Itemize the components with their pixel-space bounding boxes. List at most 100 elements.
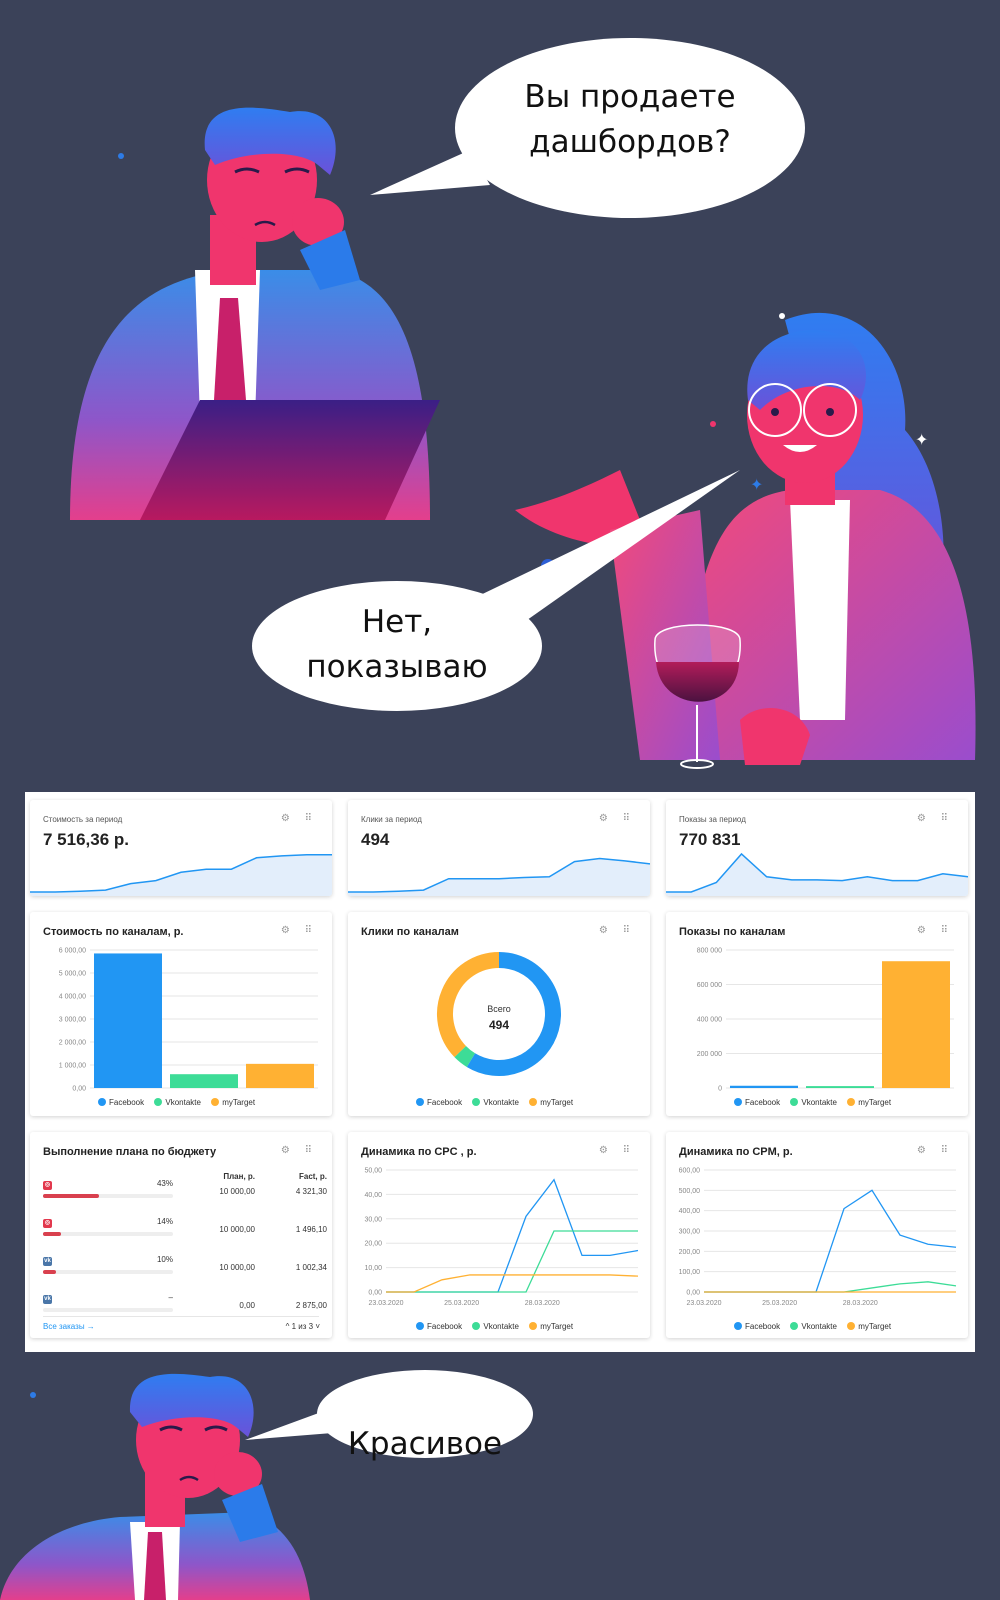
kpi-title: Показы за период — [679, 815, 746, 824]
sparkline-area — [348, 858, 650, 896]
y-tick-label: 20,00 — [364, 1241, 382, 1248]
col-fact-header: Fact, р. — [298, 1172, 327, 1181]
x-tick-label: 23.03.2020 — [686, 1300, 721, 1307]
legend-label: myTarget — [222, 1098, 256, 1107]
bubble-1-line-2: дашбордов? — [529, 123, 731, 160]
views-bar-chart: 0 200 000 400 000 600 000 800 000 — [697, 948, 954, 1092]
legend-label: myTarget — [858, 1098, 892, 1107]
series-line-vkontakte — [704, 1281, 957, 1293]
bubble-1-text: Вы продаете дашбордов? — [480, 75, 780, 165]
series-line-facebook — [704, 1189, 957, 1293]
sparkline — [666, 852, 968, 896]
chart-legend: Facebook Vkontakte myTarget — [726, 1098, 891, 1107]
y-tick-label: 400,00 — [679, 1208, 701, 1215]
y-tick-label: 6 000,00 — [59, 948, 86, 955]
budget-plan-card: Выполнение плана по бюджету ⚙ ⠿ План, р.… — [30, 1132, 332, 1338]
card-title: Показы по каналам — [679, 926, 786, 938]
legend-label: Facebook — [109, 1098, 145, 1107]
budget-plan: 10 000,00 — [219, 1225, 255, 1234]
card-menu-icons[interactable]: ⚙ ⠿ — [916, 813, 954, 824]
chart-legend: Facebook Vkontakte myTarget — [726, 1322, 891, 1331]
col-plan-header: План, р. — [223, 1172, 255, 1181]
card-menu-icons[interactable]: ⚙ ⠿ — [598, 925, 636, 936]
pagination[interactable]: ^ 1 из 3 ˅ — [285, 1322, 320, 1331]
budget-track — [43, 1194, 173, 1198]
card-menu-icons[interactable]: ⚙ ⠿ — [916, 1145, 954, 1156]
clicks-donut-chart — [437, 952, 561, 1076]
mytarget-icon: ◎ — [43, 1181, 52, 1190]
sparkline-area — [666, 854, 968, 896]
card-title: Стоимость по каналам, р. — [43, 926, 184, 938]
y-tick-label: 100,00 — [679, 1269, 701, 1276]
card-title: Динамика по CPM, р. — [679, 1146, 793, 1158]
card-title: Динамика по CPC , р. — [361, 1146, 477, 1158]
y-tick-label: 3 000,00 — [59, 1017, 86, 1024]
budget-fill — [43, 1232, 62, 1236]
legend-label: Vkontakte — [483, 1098, 519, 1107]
budget-fact: 1 002,34 — [295, 1263, 327, 1272]
legend-dot-facebook — [98, 1098, 106, 1106]
legend-label: myTarget — [540, 1322, 574, 1331]
x-tick-label: 28.03.2020 — [843, 1300, 878, 1307]
y-tick-label: 300,00 — [679, 1229, 701, 1236]
budget-row: vk – 0,00 2 875,00 — [43, 1293, 331, 1329]
y-tick-label: 0,00 — [368, 1290, 382, 1297]
card-menu-icons[interactable]: ⚙ ⠿ — [280, 1145, 318, 1156]
bottom-illustration — [0, 1370, 533, 1600]
kpi-title: Стоимость за период — [43, 815, 123, 824]
card-menu-icons[interactable]: ⚙ ⠿ — [916, 925, 954, 936]
legend-dot-mytarget — [847, 1322, 856, 1330]
legend-dot-facebook — [416, 1098, 424, 1106]
y-tick-label: 0,00 — [72, 1086, 86, 1093]
legend-label: Vkontakte — [165, 1098, 201, 1107]
speech-bubble-3 — [245, 1370, 533, 1458]
chart-legend: Facebook Vkontakte myTarget — [408, 1098, 573, 1107]
legend-label: Facebook — [745, 1322, 781, 1331]
speech-bubble-2 — [252, 470, 740, 711]
cpm-line-chart: 0,00 100,00 200,00 300,00 400,00 500,00 600,00… — [679, 1168, 957, 1307]
y-tick-label: 2 000,00 — [59, 1040, 86, 1047]
budget-track — [43, 1270, 173, 1274]
cpc-card: Динамика по CPC , р. ⚙ ⠿ 0,00 10,00 20,00 3… — [348, 1132, 650, 1338]
vk-icon: vk — [43, 1257, 52, 1266]
y-tick-label: 5 000,00 — [59, 971, 86, 978]
dashboard-screenshot: Стоимость за период 7 516,36 р. ⚙ ⠿ Клик… — [25, 792, 975, 1352]
legend-dot-vkontakte — [154, 1098, 163, 1106]
legend-dot-facebook — [734, 1322, 742, 1330]
sparkline-line — [30, 854, 332, 893]
budget-pct: 14% — [156, 1217, 173, 1226]
y-tick-label: 400 000 — [697, 1017, 722, 1024]
cost-bar-chart: 0,00 1 000,00 2 000,00 3 000,00 4 000,00 5 00… — [59, 948, 318, 1093]
card-menu-icons[interactable]: ⚙ ⠿ — [280, 813, 318, 824]
x-tick-label: 23.03.2020 — [368, 1300, 403, 1307]
budget-fill — [43, 1194, 99, 1198]
legend-dot-vkontakte — [790, 1098, 799, 1106]
donut-center-label: Всего — [487, 1004, 511, 1014]
card-menu-icons[interactable]: ⚙ ⠿ — [280, 925, 318, 936]
all-orders-link[interactable]: Все заказы → — [43, 1322, 95, 1331]
card-menu-icons[interactable]: ⚙ ⠿ — [598, 1145, 636, 1156]
legend-dot-vkontakte — [472, 1098, 481, 1106]
cost-by-channel-card: Стоимость по каналам, р. ⚙ ⠿ 0,00 1 000,0… — [30, 912, 332, 1116]
series-line-mytarget — [386, 1274, 639, 1293]
budget-fact: 1 496,10 — [295, 1225, 327, 1234]
budget-plan: 0,00 — [239, 1301, 255, 1310]
series-line-vkontakte — [386, 1230, 638, 1293]
bubble-3-text: Красивое — [347, 1426, 503, 1462]
bubble-2-text: Нет, показываю — [262, 600, 532, 690]
y-tick-label: 1 000,00 — [59, 1063, 86, 1070]
kpi-card-views: Показы за период 770 831 ⚙ ⠿ — [666, 800, 968, 896]
budget-pct: 43% — [156, 1179, 173, 1188]
y-tick-label: 800 000 — [697, 948, 722, 955]
bubble-2-line-1: Нет, — [361, 604, 433, 640]
bar-vkontakte — [806, 1086, 874, 1088]
card-menu-icons[interactable]: ⚙ ⠿ — [598, 813, 636, 824]
sparkline — [348, 857, 650, 896]
legend-label: Vkontakte — [801, 1322, 837, 1331]
kpi-value: 7 516,36 р. — [43, 830, 130, 849]
cpm-card: Динамика по CPM, р. ⚙ ⠿ 0,00 100,00 200,00… — [666, 1132, 968, 1338]
comic-illustration: ✦ ✦ — [70, 38, 976, 769]
budget-fact: 4 321,30 — [295, 1187, 327, 1196]
clicks-by-channel-card: Клики по каналам ⚙ ⠿ Всего 494 Facebook … — [348, 912, 650, 1116]
legend-dot-facebook — [416, 1322, 424, 1330]
